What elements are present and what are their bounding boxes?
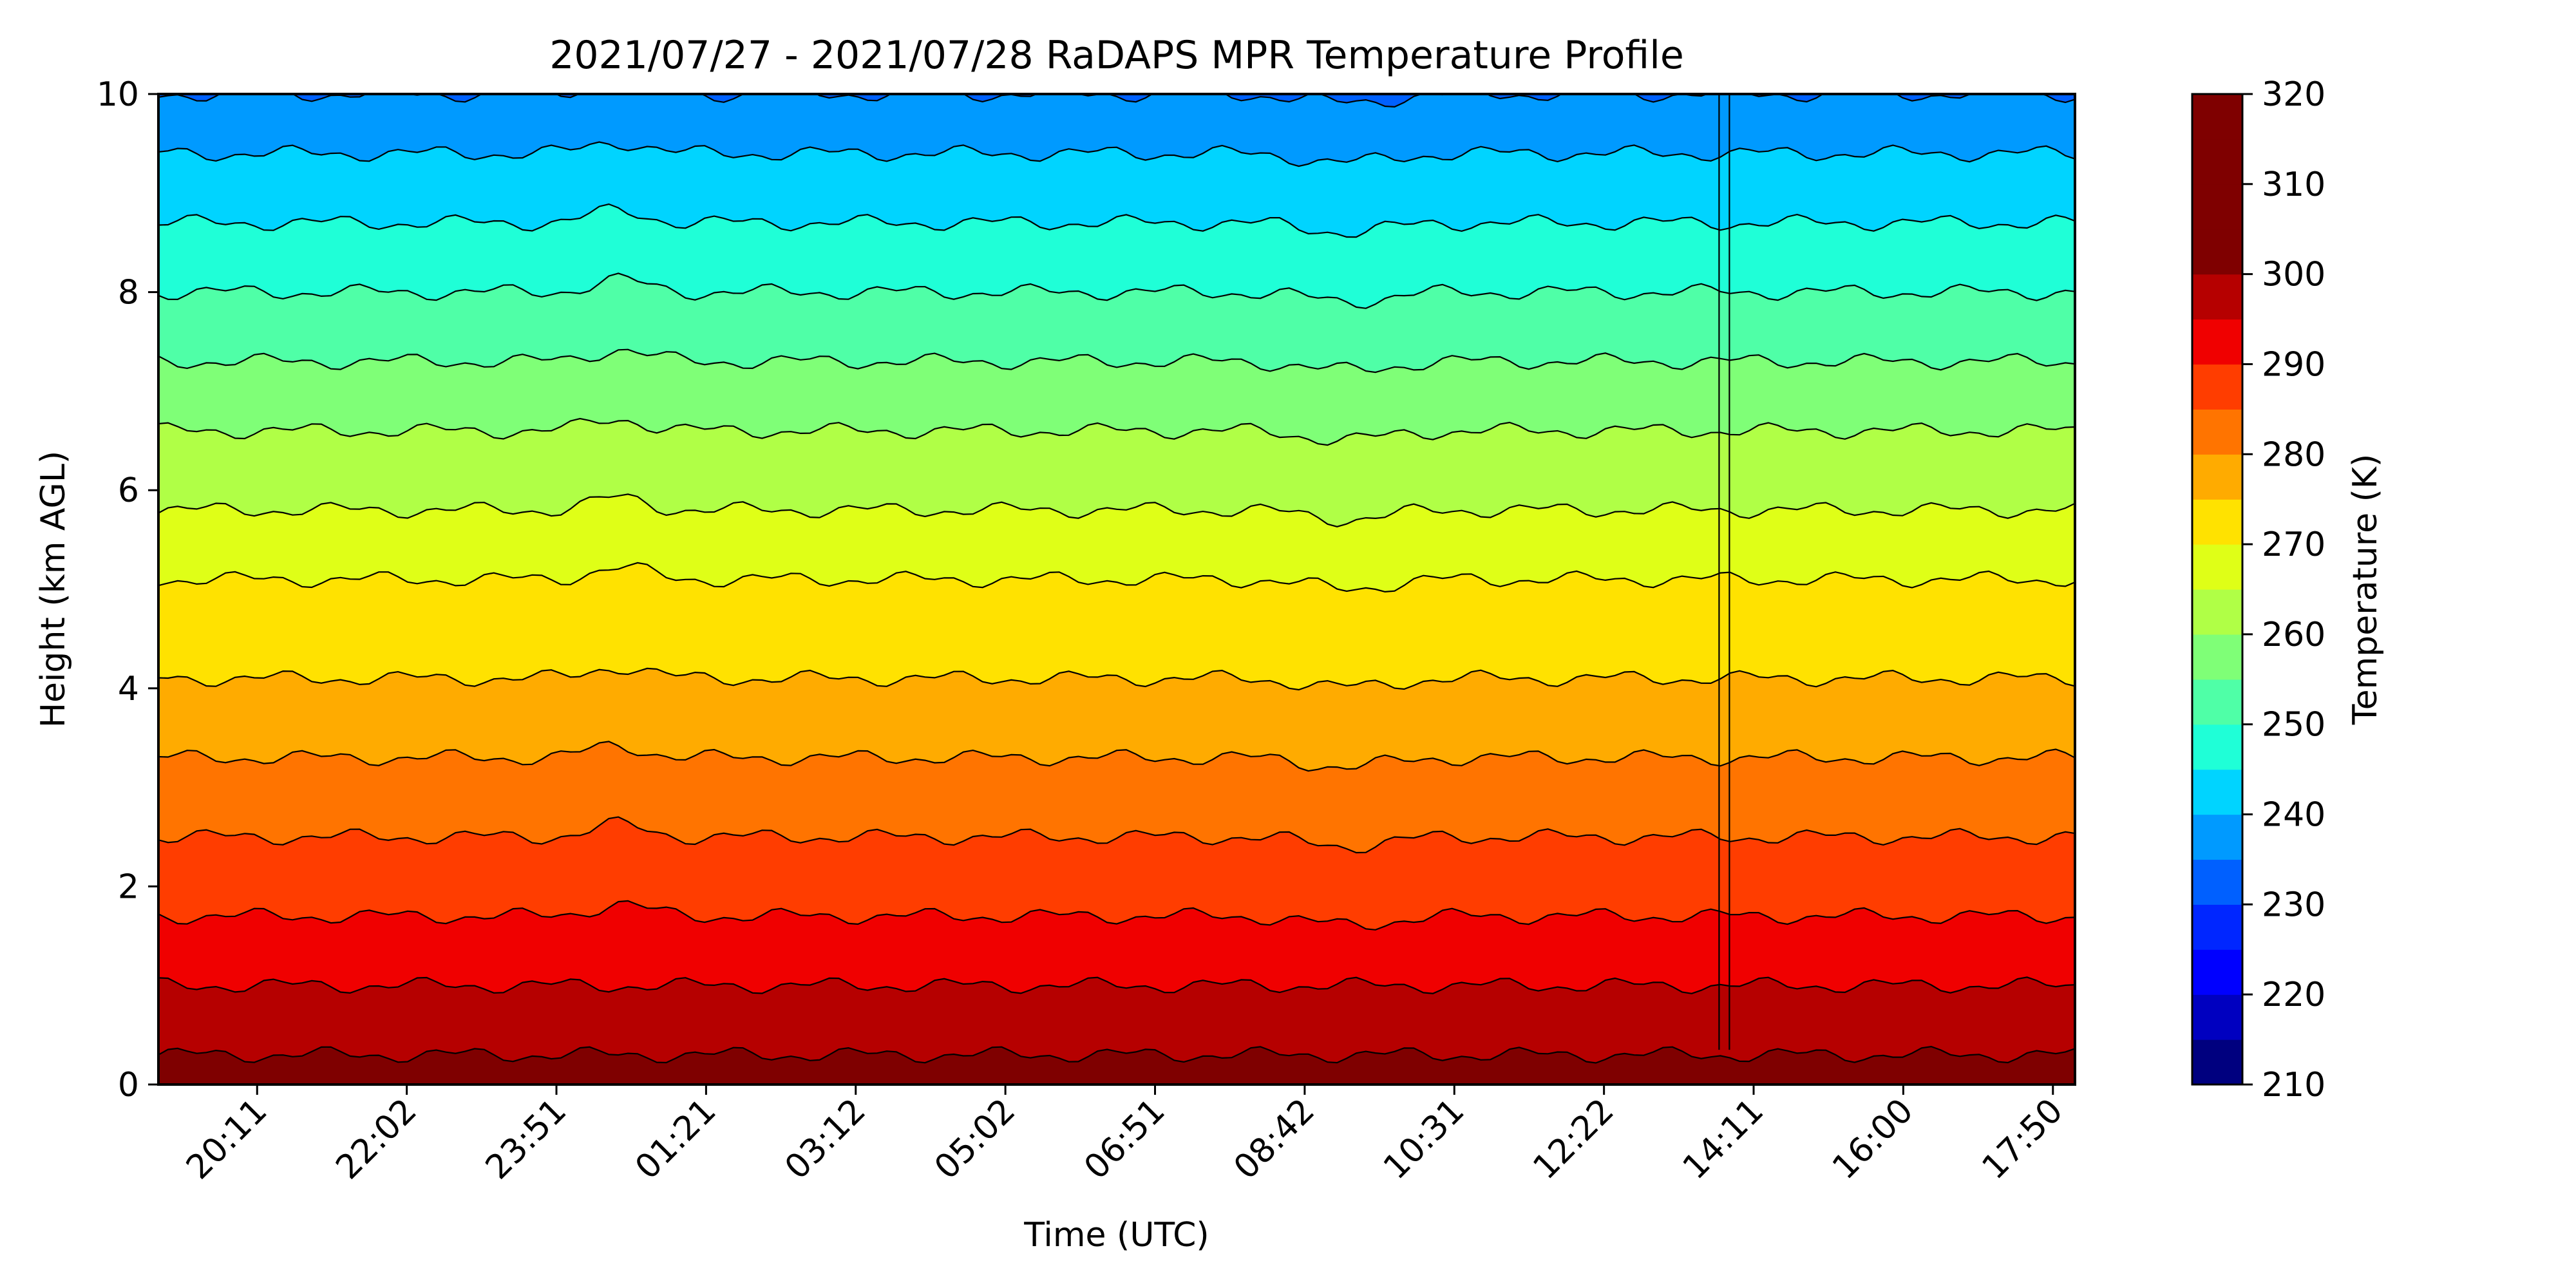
contour-255K	[158, 348, 2075, 374]
colorbar-segment	[2192, 724, 2242, 770]
colorbar-segment	[2192, 409, 2242, 455]
contour-250K	[158, 272, 2075, 309]
colorbar-segment	[2192, 229, 2242, 275]
colorbar-segment	[2192, 454, 2242, 500]
contour-235K	[158, 94, 2075, 108]
contour-280K	[158, 741, 2075, 772]
x-tick-label: 06:51	[1077, 1092, 1172, 1187]
colorbar-segment	[2192, 319, 2242, 365]
x-tick-label: 23:51	[478, 1092, 574, 1187]
contour-270K	[158, 562, 2075, 593]
colorbar-tick-label: 230	[2262, 886, 2325, 924]
x-tick-label: 01:21	[628, 1092, 723, 1187]
x-tick-label: 12:22	[1526, 1092, 1621, 1187]
y-tick-label: 10	[97, 75, 139, 114]
colorbar-segment	[2192, 1039, 2242, 1085]
x-tick-label: 10:31	[1376, 1092, 1472, 1187]
colorbar-segment	[2192, 679, 2242, 725]
colorbar-segment	[2192, 589, 2242, 635]
y-axis-label: Height (km AGL)	[34, 451, 73, 728]
x-tick-label: 17:50	[1975, 1092, 2070, 1187]
y-tick-label: 6	[118, 471, 139, 510]
contour-295K	[158, 976, 2075, 994]
colorbar-tick-label: 220	[2262, 976, 2325, 1014]
x-tick-label: 08:42	[1227, 1092, 1322, 1187]
plot-area	[158, 94, 2075, 1084]
contour-300K	[158, 1045, 2075, 1064]
contour-lines	[158, 94, 2075, 1064]
colorbar: 210 220 230 240 250 260 270 280 290 300 310 320	[2191, 75, 2325, 1104]
contour-275K	[158, 667, 2075, 691]
x-tick-label: 16:00	[1825, 1092, 1920, 1187]
colorbar-tick-label: 300	[2262, 256, 2325, 294]
colorbar-tick-label: 290	[2262, 345, 2325, 384]
colorbar-segment	[2192, 904, 2242, 950]
colorbar-tick-label: 270	[2262, 526, 2325, 564]
colorbar-segment	[2192, 814, 2242, 860]
x-tick-label: 05:02	[927, 1092, 1023, 1187]
colorbar-segment	[2192, 138, 2242, 185]
colorbar-label: Temperature (K)	[2346, 454, 2385, 726]
colorbar-tick-label: 250	[2262, 706, 2325, 744]
x-tick-label: 22:02	[328, 1092, 424, 1187]
y-tick-label: 4	[118, 670, 139, 708]
colorbar-tick-label: 280	[2262, 435, 2325, 474]
x-tick-label: 03:12	[778, 1092, 873, 1187]
contour-spike	[1718, 94, 1730, 1050]
colorbar-segment	[2192, 274, 2242, 320]
colorbar-tick-label: 310	[2262, 166, 2325, 204]
y-tick-label: 2	[118, 867, 139, 906]
colorbar-frame	[2191, 93, 2244, 1086]
plot-frame	[157, 93, 2076, 1086]
colorbar-segment	[2192, 949, 2242, 995]
contour-285K	[158, 816, 2075, 854]
colorbar-tick-label: 240	[2262, 796, 2325, 835]
colorbar-segment	[2192, 364, 2242, 410]
y-axis: 0 2 4 6 8 10	[97, 75, 158, 1104]
y-tick-label: 0	[118, 1066, 139, 1104]
colorbar-segment	[2192, 769, 2242, 815]
contour-240K	[158, 141, 2075, 167]
x-axis: 20:11 22:02 23:51 01:21 03:12 05:02 06:51 08:42…	[179, 1084, 2070, 1187]
x-tick-label: 20:11	[179, 1092, 274, 1187]
colorbar-segment	[2192, 859, 2242, 905]
colorbar-tick-label: 260	[2262, 616, 2325, 654]
colorbar-segment	[2192, 94, 2242, 140]
colorbar-tick-label: 320	[2262, 75, 2325, 114]
colorbar-tick-label: 210	[2262, 1066, 2325, 1104]
colorbar-segment	[2192, 994, 2242, 1040]
y-tick-label: 8	[118, 274, 139, 312]
colorbar-segment	[2192, 499, 2242, 545]
colorbar-segment	[2192, 544, 2242, 590]
x-tick-label: 14:11	[1676, 1092, 1771, 1187]
contour-265K	[158, 493, 2075, 527]
contour-260K	[158, 417, 2075, 446]
colorbar-segment	[2192, 184, 2242, 230]
contour-290K	[158, 900, 2075, 931]
x-axis-label: Time (UTC)	[1023, 1216, 1209, 1255]
colorbar-segment	[2192, 634, 2242, 680]
contour-245K	[158, 203, 2075, 238]
chart-title: 2021/07/27 - 2021/07/28 RaDAPS MPR Tempe…	[549, 33, 1684, 78]
